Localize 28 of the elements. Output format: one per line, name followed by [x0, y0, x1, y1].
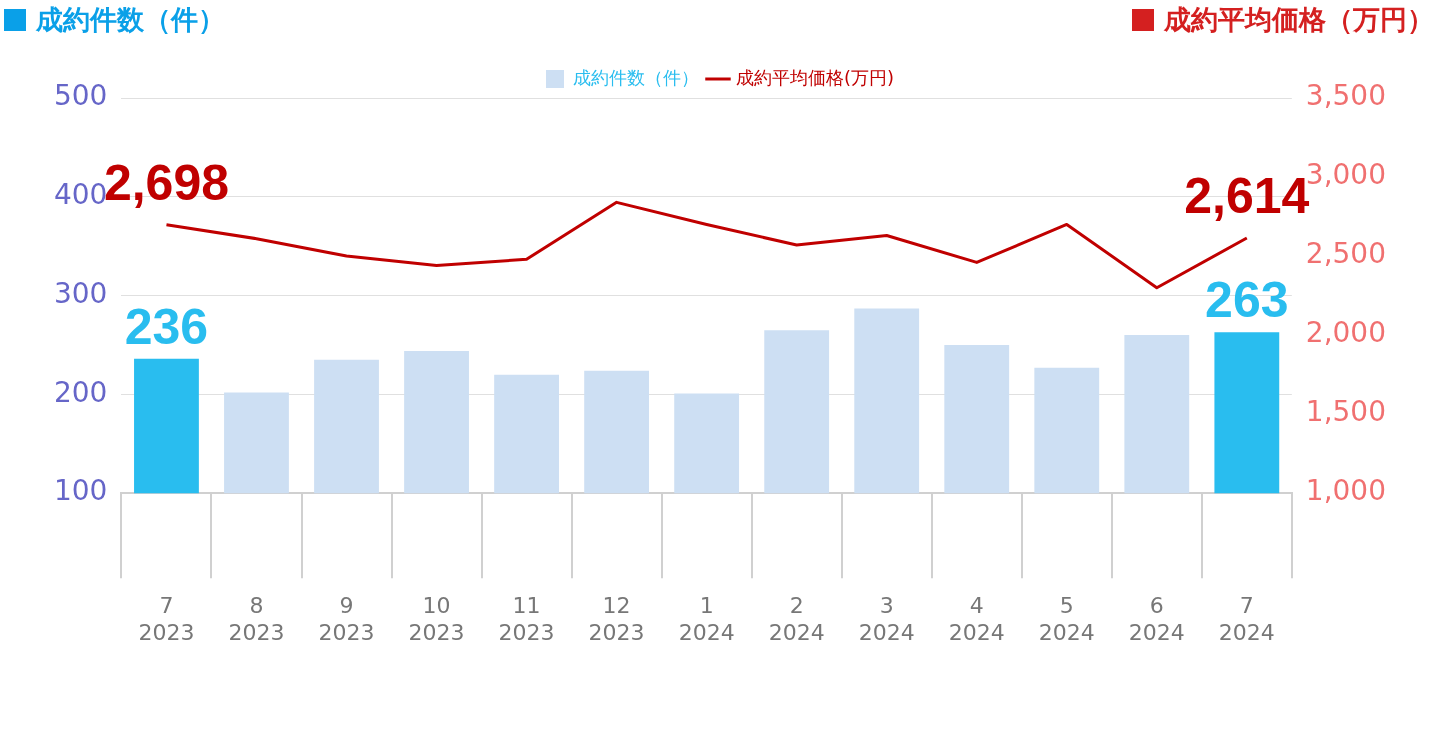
x-tick-label: 10 2023: [408, 593, 465, 645]
x-tick-label: 8 2023: [228, 593, 285, 645]
x-tick-label: 11 2023: [498, 593, 555, 645]
x-tick-label: 6 2024: [1128, 593, 1185, 645]
y-tick-label: 100: [53, 474, 108, 508]
x-tick-label: 1 2024: [678, 593, 735, 645]
x-tick-label: 7 2024: [1218, 593, 1275, 645]
x-tick-label: 5 2024: [1038, 593, 1095, 645]
legend-label: 成約件数（件）: [572, 66, 699, 88]
x-tick-label: 7 2023: [138, 593, 195, 645]
y-tick-label: 200: [53, 375, 108, 409]
y2-tick-label: 1,000: [1305, 474, 1387, 508]
data-label: 236: [124, 298, 209, 355]
y2-tick-label: 1,500: [1305, 395, 1387, 429]
y-tick-label: 500: [53, 79, 108, 113]
y2-axis-title: 成約平均価格（万円）: [1164, 3, 1434, 37]
y2-tick-label: 3,500: [1305, 79, 1387, 113]
x-tick-label: 3 2024: [858, 593, 915, 645]
x-tick-label: 9 2023: [318, 593, 375, 645]
x-tick-label: 4 2024: [948, 593, 1005, 645]
data-label: 263: [1205, 271, 1289, 328]
y2-tick-label: 2,000: [1305, 316, 1387, 350]
x-tick-label: 2 2024: [768, 593, 825, 645]
y2-tick-label: 2,500: [1305, 237, 1387, 271]
legend-label: 成約平均価格(万円): [735, 66, 895, 88]
x-tick-label: 12 2023: [588, 593, 645, 645]
y-tick-label: 300: [53, 276, 108, 310]
y-axis-title: 成約件数（件）: [36, 3, 225, 37]
